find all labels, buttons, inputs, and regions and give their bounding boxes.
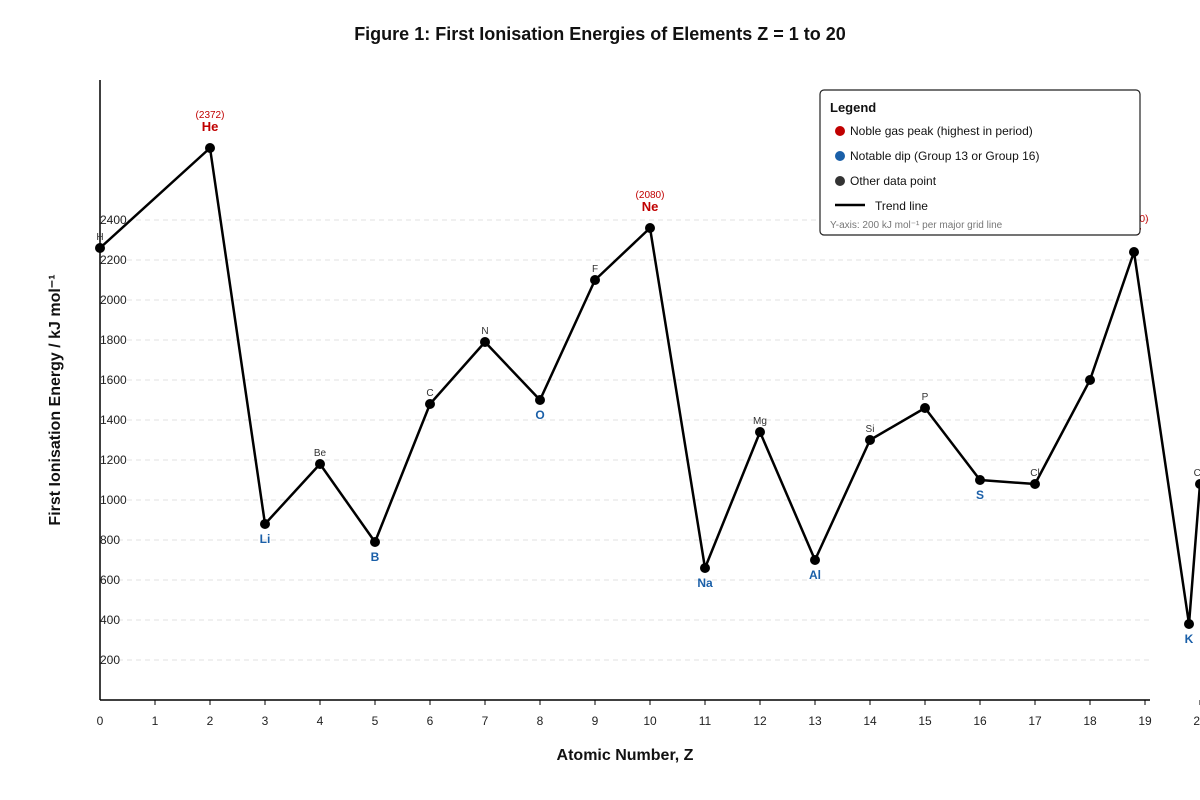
x-tick-label: 14 [863, 714, 877, 728]
x-tick-label: 5 [372, 714, 379, 728]
x-tick-label: 13 [808, 714, 822, 728]
y-tick-label: 1200 [100, 453, 127, 467]
point-label: B [371, 550, 380, 564]
point-annotation: (2080) [636, 190, 665, 201]
point-label: S [976, 488, 984, 502]
legend-items: Noble gas peak (highest in period) Notabl… [835, 124, 1039, 213]
y-tick-label: 1400 [100, 413, 127, 427]
data-point [1030, 479, 1040, 489]
axes [99, 80, 1150, 701]
x-tick-label: 4 [317, 714, 324, 728]
data-point [315, 459, 325, 469]
legend-marker [835, 151, 845, 161]
x-tick-label: 0 [97, 714, 104, 728]
x-tick-label: 6 [427, 714, 434, 728]
data-point [755, 427, 765, 437]
data-point [535, 395, 545, 405]
data-point [810, 555, 820, 565]
point-label: Si [866, 424, 875, 435]
x-tick-label: 1 [152, 714, 159, 728]
data-point [920, 403, 930, 413]
data-point [425, 399, 435, 409]
x-tick-label: 17 [1028, 714, 1042, 728]
legend-marker [835, 126, 845, 136]
x-tick-label: 16 [973, 714, 987, 728]
chart-title: Figure 1: First Ionisation Energies of E… [354, 24, 846, 44]
y-tick-label: 2200 [100, 253, 127, 267]
data-point [1184, 619, 1194, 629]
point-label: C [426, 388, 433, 399]
data-point [590, 275, 600, 285]
grid-lines [100, 219, 1150, 661]
y-axis-ticks: 200 400 600 800 1000 1200 1400 1600 1800 2000 2200… [100, 213, 127, 667]
point-label: Be [314, 448, 327, 459]
point-label: He [202, 119, 219, 134]
x-tick-label: 7 [482, 714, 489, 728]
x-tick-label: 9 [592, 714, 599, 728]
data-point [700, 563, 710, 573]
legend-title: Legend [830, 100, 876, 115]
point-label: Al [809, 568, 821, 582]
x-axis-ticks: 01234567891011121314151617181920 [97, 700, 1200, 728]
point-label: Na [697, 576, 713, 590]
x-axis-title: Atomic Number, Z [557, 747, 694, 764]
data-point [370, 537, 380, 547]
y-tick-label: 1600 [100, 373, 127, 387]
x-tick-label: 20 [1193, 714, 1200, 728]
legend-label: Notable dip (Group 13 or Group 16) [850, 149, 1039, 163]
y-tick-label: 2000 [100, 293, 127, 307]
data-point [480, 337, 490, 347]
legend-note: Y-axis: 200 kJ mol⁻¹ per major grid line [830, 220, 1003, 231]
point-annotation: (2372) [196, 110, 225, 121]
legend-marker [835, 176, 845, 186]
x-tick-label: 18 [1083, 714, 1097, 728]
x-tick-label: 10 [643, 714, 657, 728]
point-label: Li [260, 532, 271, 546]
point-label: K [1185, 632, 1194, 646]
y-tick-label: 1000 [100, 493, 127, 507]
y-tick-label: 600 [100, 573, 120, 587]
data-point [1195, 479, 1200, 489]
point-label: F [592, 264, 598, 275]
point-label: N [481, 326, 488, 337]
data-point [1129, 247, 1139, 257]
y-tick-label: 200 [100, 653, 120, 667]
legend-box [819, 89, 1141, 236]
y-tick-label: 2400 [100, 213, 127, 227]
x-tick-label: 3 [262, 714, 269, 728]
point-label: Ne [642, 199, 659, 214]
data-point [95, 243, 105, 253]
y-tick-label: 1800 [100, 333, 127, 347]
legend-label: Other data point [850, 174, 937, 188]
point-label: Ca [1194, 468, 1200, 479]
x-tick-label: 2 [207, 714, 214, 728]
x-tick-label: 11 [699, 714, 712, 728]
point-label: P [922, 392, 929, 403]
data-point [975, 475, 985, 485]
x-tick-label: 12 [753, 714, 767, 728]
data-point [205, 143, 215, 153]
point-label: Mg [753, 416, 767, 427]
y-tick-label: 400 [100, 613, 120, 627]
y-axis-title: First Ionisation Energy / kJ mol⁻¹ [47, 274, 64, 525]
point-label: Cl [1030, 468, 1039, 479]
data-point [865, 435, 875, 445]
legend-label: Noble gas peak (highest in period) [850, 124, 1033, 138]
legend: Legend Noble gas peak (highest in period… [819, 89, 1141, 236]
legend-label: Trend line [875, 199, 928, 213]
x-tick-label: 15 [918, 714, 932, 728]
data-point [645, 223, 655, 233]
x-tick-label: 8 [537, 714, 544, 728]
data-point [1085, 375, 1095, 385]
y-tick-label: 800 [100, 533, 120, 547]
point-label: O [535, 408, 544, 422]
x-tick-label: 19 [1138, 714, 1152, 728]
data-point [260, 519, 270, 529]
point-label: H [96, 232, 103, 243]
